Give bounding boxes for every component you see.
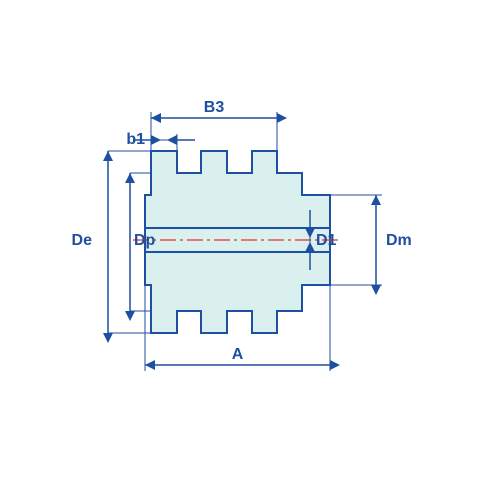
label-a: A <box>232 346 244 363</box>
label-b3: B3 <box>204 99 225 116</box>
sprocket-section-diagram: De Dp D1 Dm A B3 b1 <box>0 0 500 500</box>
label-dm: Dm <box>386 232 412 249</box>
label-dp: Dp <box>134 232 156 249</box>
label-d1: D1 <box>316 232 337 249</box>
sprocket-body <box>145 151 330 333</box>
label-b1: b1 <box>126 131 145 148</box>
label-de: De <box>72 232 93 249</box>
